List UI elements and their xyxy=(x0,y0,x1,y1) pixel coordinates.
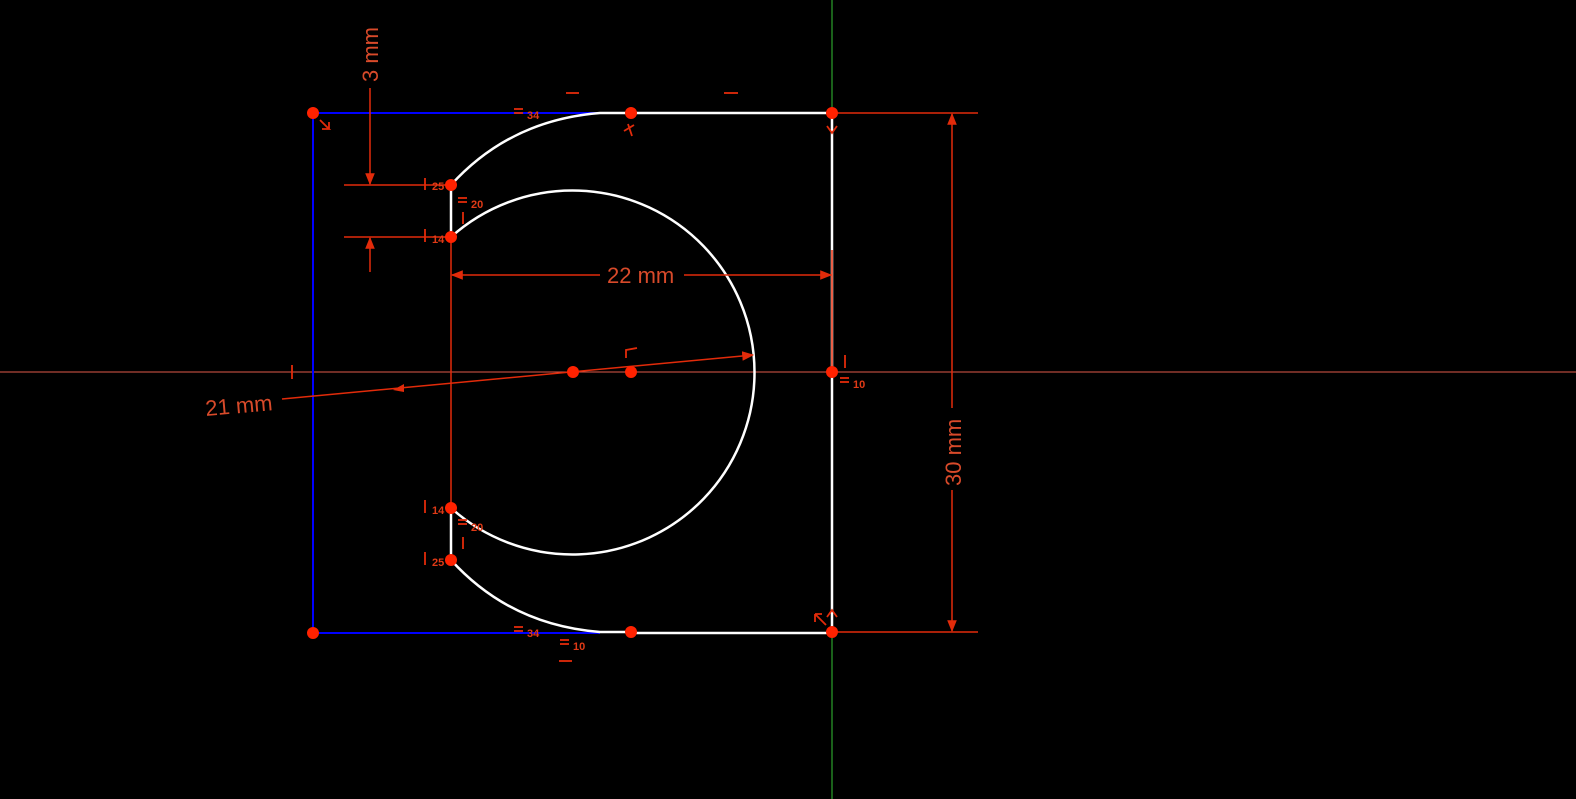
dimension-30mm[interactable] xyxy=(832,112,978,633)
constraint-label-right-point: 10 xyxy=(853,379,865,391)
dimension-22mm[interactable] xyxy=(450,237,833,508)
point-upper-slot-bottom[interactable] xyxy=(445,231,457,243)
point-arc-center[interactable] xyxy=(567,366,579,378)
constraint-label-bottom: 34 xyxy=(527,628,540,640)
constraint-label-upper-slot-bottom: 14 xyxy=(432,234,445,246)
point-bottom-right[interactable] xyxy=(826,626,838,638)
point-construction-top-left[interactable] xyxy=(307,107,319,119)
point-bottom-arc-end[interactable] xyxy=(625,626,637,638)
constraint-glyphs xyxy=(291,92,849,662)
dimension-21mm-label: 21 mm xyxy=(204,390,273,421)
constraint-label-lower-slot-bottom: 25 xyxy=(432,557,444,569)
dimension-21mm[interactable] xyxy=(281,351,755,400)
point-construction-bottom-left[interactable] xyxy=(307,627,319,639)
constraint-label-lower-arc: 20 xyxy=(471,522,483,534)
dimension-22mm-label: 22 mm xyxy=(607,263,674,288)
point-right-axis[interactable] xyxy=(826,366,838,378)
upper-outer-arc[interactable] xyxy=(450,111,631,186)
point-upper-slot-top[interactable] xyxy=(445,179,457,191)
dimension-30mm-label: 30 mm xyxy=(941,419,966,486)
constraint-label-lower-slot-top: 14 xyxy=(432,505,445,517)
point-lower-slot-top[interactable] xyxy=(445,502,457,514)
point-top-arc-end[interactable] xyxy=(625,107,637,119)
construction-geometry[interactable] xyxy=(312,112,600,634)
constraint-label-bottom-point: 10 xyxy=(573,641,585,653)
constraint-label-upper-slot-top: 25 xyxy=(432,181,444,193)
constraint-label-upper-arc: 20 xyxy=(471,199,483,211)
sketch-points[interactable] xyxy=(307,107,838,639)
inner-arc[interactable] xyxy=(450,189,756,556)
constraint-label-top: 34 xyxy=(527,110,540,122)
point-lower-slot-bottom[interactable] xyxy=(445,554,457,566)
dimension-3mm[interactable] xyxy=(344,88,451,272)
point-top-right[interactable] xyxy=(826,107,838,119)
point-reference[interactable] xyxy=(625,366,637,378)
dimension-3mm-label: 3 mm xyxy=(358,27,383,82)
sketch-geometry[interactable] xyxy=(449,111,834,635)
lower-outer-arc[interactable] xyxy=(450,559,631,634)
